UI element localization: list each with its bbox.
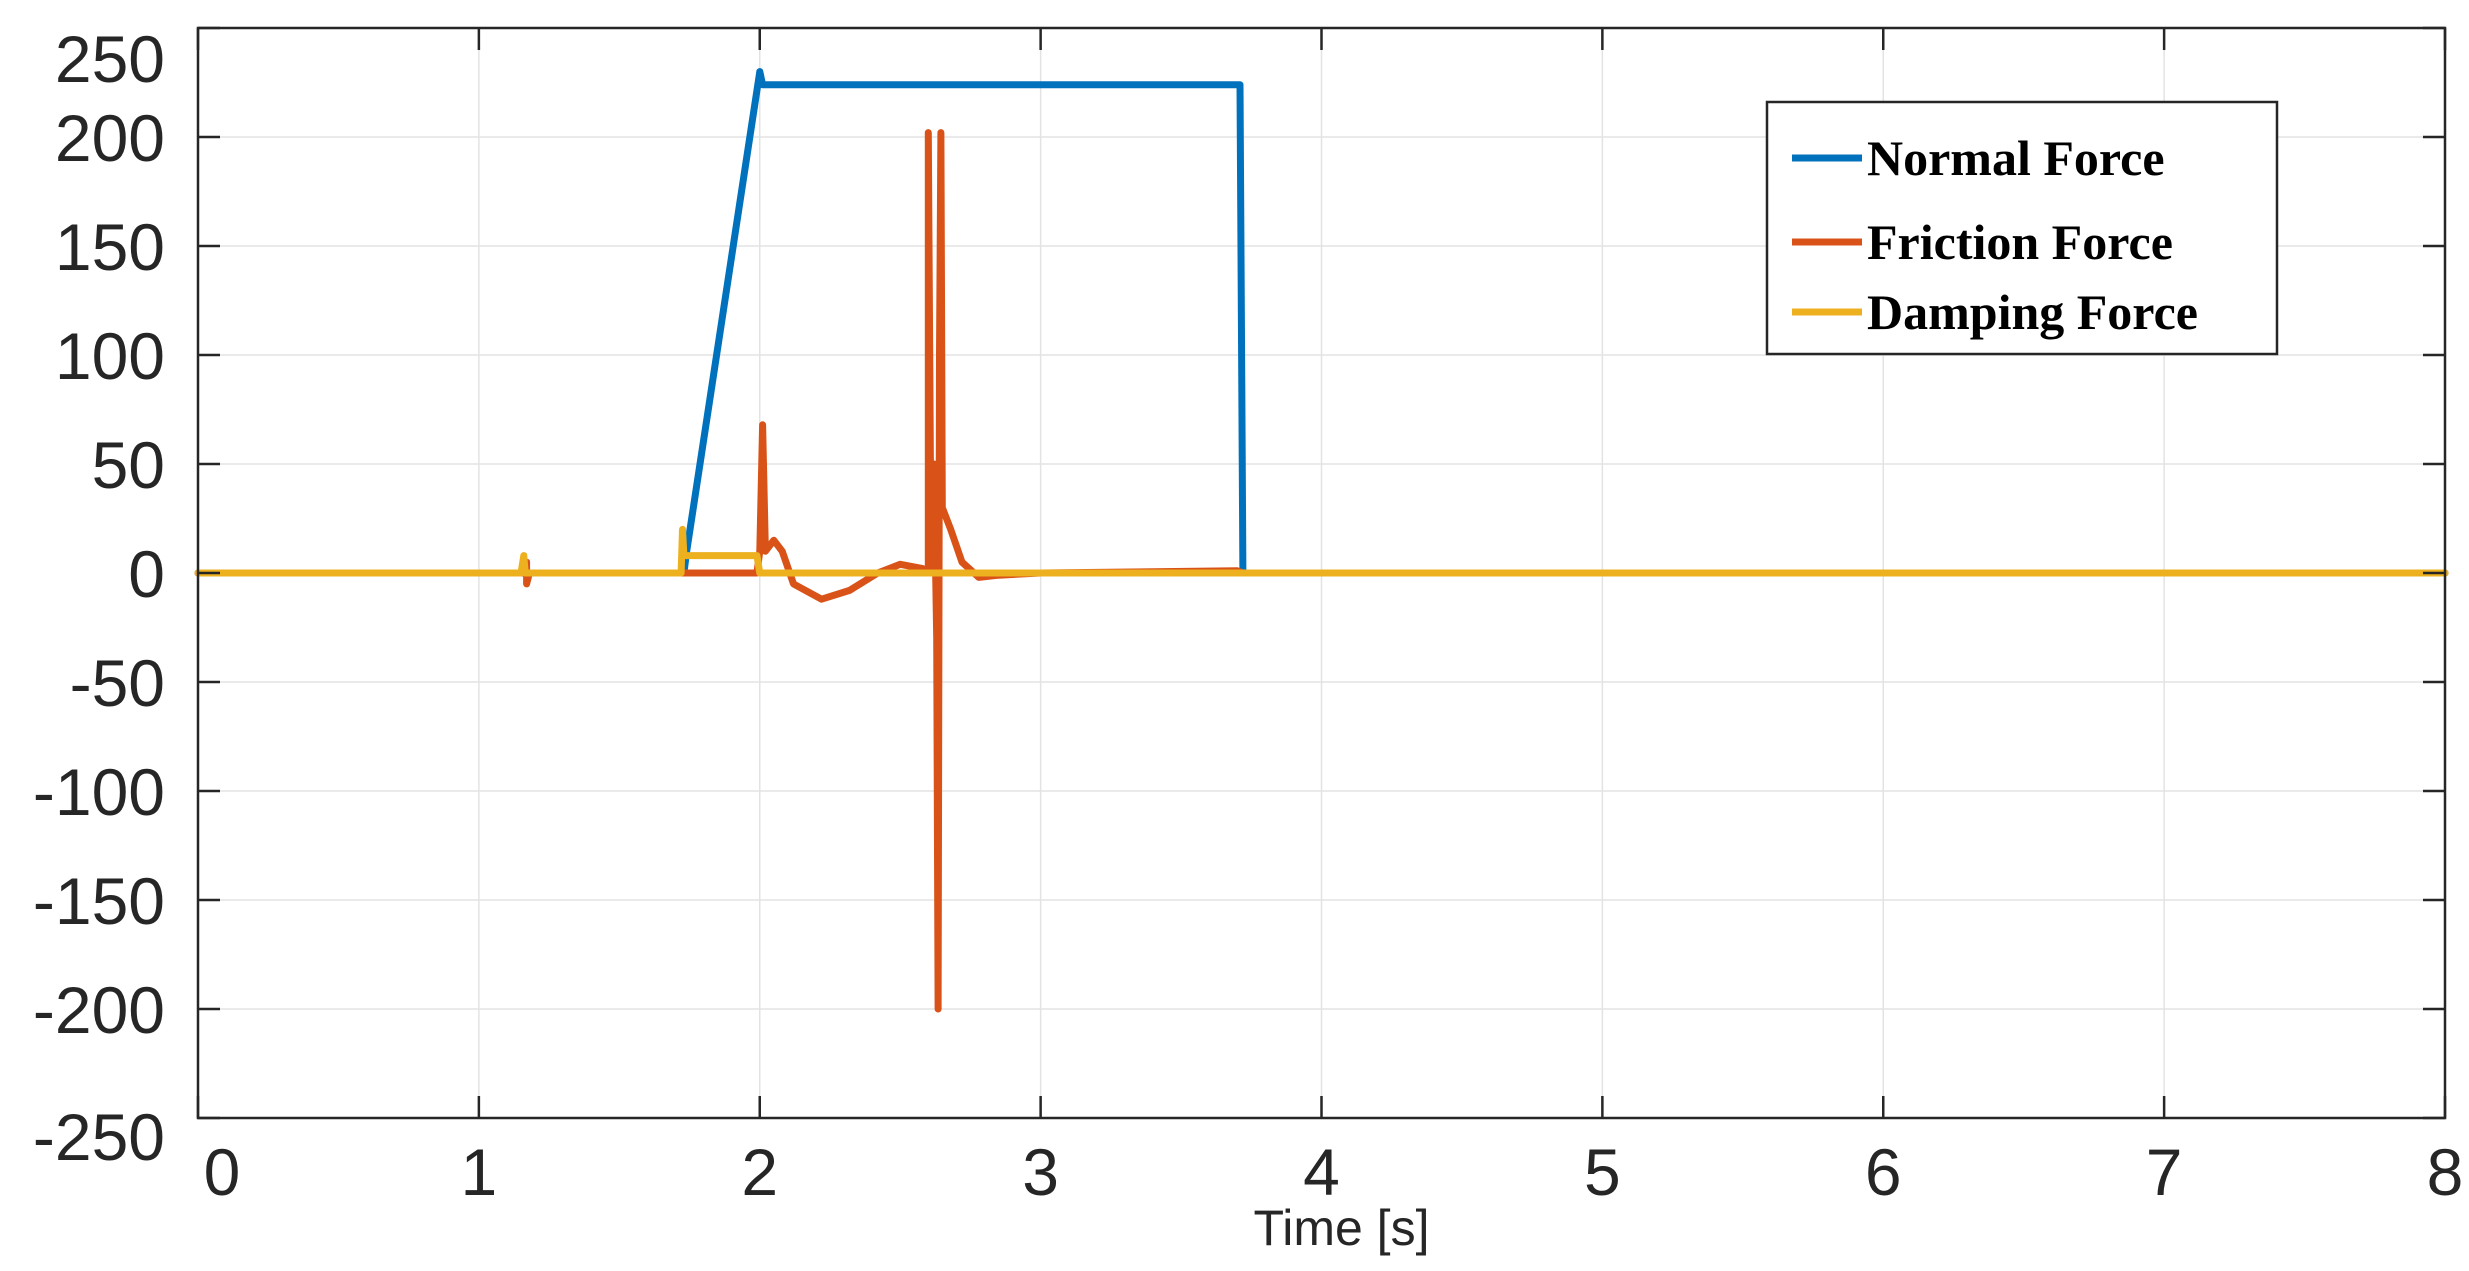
y-tick-label: -200: [33, 973, 165, 1047]
y-tick-label: 200: [55, 101, 165, 175]
legend: Normal Force Friction Force Damping Force: [1765, 100, 2279, 356]
x-tick-label: 1: [461, 1135, 498, 1209]
x-axis-label: Time [s]: [1254, 1200, 1430, 1256]
y-tick-label: -50: [70, 646, 165, 720]
x-tick-label: 0: [204, 1135, 241, 1209]
y-tick-label: 0: [128, 537, 165, 611]
legend-entry-label: Friction Force: [1867, 214, 2173, 270]
x-tick-label: 7: [2146, 1135, 2183, 1209]
series-line-2: [194, 525, 2449, 577]
series-lines: [194, 68, 2449, 1013]
x-axis-ticks: 0 1 2 3 4 5 6 7 8: [196, 28, 2464, 1209]
y-tick-label: 250: [55, 22, 165, 96]
legend-entry-label: Normal Force: [1867, 130, 2165, 186]
y-tick-label: 100: [55, 319, 165, 393]
y-tick-label: -100: [33, 755, 165, 829]
y-tick-label: -250: [33, 1100, 165, 1174]
x-tick-label: 6: [1865, 1135, 1902, 1209]
x-tick-label: 5: [1584, 1135, 1621, 1209]
grid-lines: [197, 27, 2446, 1119]
x-tick-label: 8: [2427, 1135, 2464, 1209]
x-tick-label: 2: [741, 1135, 778, 1209]
x-tick-label: 3: [1022, 1135, 1059, 1209]
y-tick-label: 150: [55, 210, 165, 284]
x-tick-label: 4: [1303, 1135, 1340, 1209]
y-tick-label: 50: [92, 428, 165, 502]
legend-entry-label: Damping Force: [1867, 284, 2198, 340]
y-tick-label: -150: [33, 864, 165, 938]
